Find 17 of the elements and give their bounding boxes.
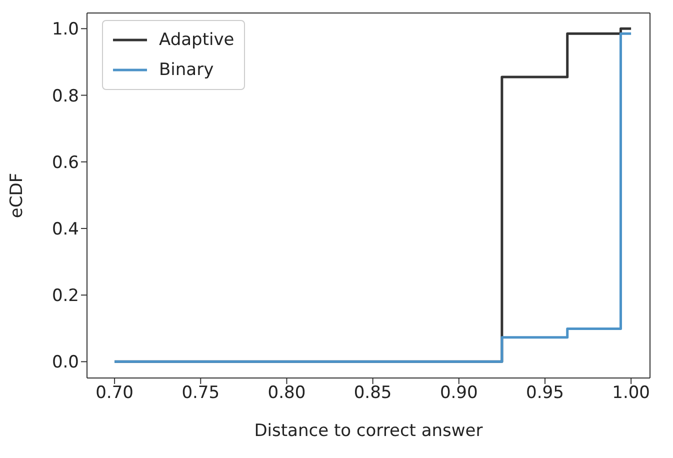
y-tick-label: 0.0 (52, 352, 79, 373)
y-tick-label: 0.6 (52, 152, 79, 173)
x-tick-label: 0.90 (440, 383, 478, 404)
y-tick-label: 0.8 (52, 86, 79, 106)
y-tick-label: 0.2 (52, 286, 79, 306)
x-tick-label: 0.95 (526, 383, 564, 404)
y-tick-label: 1.0 (52, 20, 79, 40)
legend-label: Binary (159, 60, 214, 80)
x-tick-label: 0.85 (354, 383, 392, 404)
y-tick-label: 0.4 (52, 220, 79, 240)
x-tick-label: 0.70 (96, 383, 134, 404)
legend-label: Adaptive (159, 30, 234, 50)
x-axis-title: Distance to correct answer (254, 421, 483, 441)
y-axis-title: eCDF (7, 172, 28, 218)
x-tick-label: 1.00 (612, 383, 650, 404)
x-tick-label: 0.80 (268, 383, 306, 404)
x-tick-label: 0.75 (182, 383, 220, 404)
